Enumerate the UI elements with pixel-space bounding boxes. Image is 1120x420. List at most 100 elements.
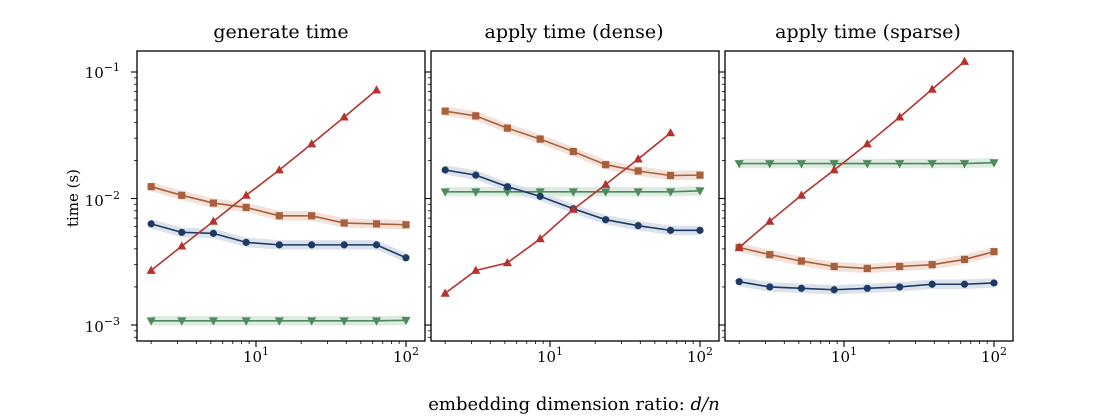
data-point-navy (602, 216, 610, 224)
data-point-navy (863, 284, 871, 292)
data-point-green (959, 160, 970, 169)
x-tick-label-p3-100: 102 (981, 345, 1007, 366)
data-point-red (208, 216, 219, 225)
data-point-navy (242, 238, 250, 246)
data-point-green (146, 317, 156, 326)
data-point-red (371, 85, 382, 94)
data-point-green (401, 316, 411, 326)
data-point-red (927, 84, 937, 93)
data-point-navy (209, 229, 218, 237)
data-point-brown (536, 135, 544, 143)
data-point-brown (634, 167, 642, 175)
data-point-brown (178, 191, 186, 199)
data-point-green (177, 317, 187, 326)
panel-apply-time-sparse (719, 50, 1014, 347)
data-point-red (665, 128, 676, 137)
data-point-brown (766, 251, 774, 259)
data-point-brown (896, 262, 904, 271)
data-point-brown (928, 261, 936, 269)
confidence-band-brown (445, 106, 700, 181)
data-point-green (829, 160, 839, 169)
data-point-navy (536, 192, 544, 200)
axes-frame (430, 50, 720, 342)
data-point-red (471, 265, 481, 274)
data-point-red (829, 165, 839, 174)
y-tick-label-1e-1: 10−1 (85, 61, 120, 82)
data-point-green (307, 317, 317, 326)
data-point-navy (634, 222, 642, 230)
axes-frame (724, 50, 1014, 342)
data-point-red (535, 234, 545, 243)
data-point-navy (441, 166, 449, 174)
panel-generate-time (131, 50, 426, 347)
data-point-navy (372, 241, 381, 249)
data-point-green (535, 188, 545, 197)
data-point-navy (735, 278, 743, 286)
data-point-green (371, 317, 382, 326)
data-point-red (177, 241, 187, 250)
data-point-red (959, 56, 970, 65)
data-point-green (734, 160, 744, 169)
data-point-green (601, 188, 611, 197)
data-point-red (307, 139, 317, 148)
data-point-navy (472, 171, 480, 179)
data-point-brown (308, 212, 316, 220)
data-point-green (440, 188, 450, 197)
data-point-green (241, 317, 251, 326)
data-point-green (765, 160, 775, 169)
data-point-red (274, 165, 284, 174)
data-point-red (796, 190, 807, 199)
data-point-green (208, 317, 219, 326)
confidence-band-brown (151, 181, 406, 230)
data-point-red (862, 139, 872, 148)
y-tick-label-1e-3: 10−3 (85, 315, 120, 336)
data-point-green (568, 188, 578, 197)
series-line-red (738, 60, 966, 249)
data-point-red (633, 154, 643, 163)
data-point-brown (503, 124, 512, 132)
series-line-red (150, 89, 378, 272)
data-point-brown (209, 199, 218, 207)
data-point-navy (896, 283, 904, 291)
data-point-green (502, 188, 513, 197)
y-tick-label-1e-2: 10−2 (85, 189, 120, 210)
data-point-navy (308, 241, 316, 249)
x-tick-label-p1-10: 101 (243, 345, 269, 366)
data-point-red (568, 204, 578, 213)
axes-frame (136, 50, 426, 342)
data-point-green (695, 187, 705, 196)
x-tick-label-p1-100: 102 (393, 345, 419, 366)
data-point-brown (666, 171, 675, 180)
data-point-brown (863, 264, 871, 273)
data-point-brown (275, 212, 283, 220)
data-point-navy (696, 226, 704, 234)
panel-title-generate: generate time (213, 21, 348, 43)
panel-apply-time-dense (425, 50, 720, 347)
data-point-navy (402, 254, 410, 262)
data-point-navy (766, 283, 774, 291)
data-point-navy (830, 286, 838, 294)
data-point-green (274, 317, 284, 326)
data-point-brown (797, 257, 806, 265)
data-point-navy (147, 220, 155, 228)
data-point-green (665, 188, 676, 197)
data-point-red (339, 112, 349, 121)
y-axis-label: time (s) (64, 169, 82, 227)
x-tick-label-p2-10: 101 (537, 345, 563, 366)
x-tick-label-p2-100: 102 (687, 345, 713, 366)
data-point-brown (340, 219, 348, 227)
data-point-brown (602, 161, 610, 169)
data-point-red (895, 112, 905, 121)
data-point-green (862, 160, 872, 169)
data-point-brown (960, 255, 969, 264)
data-point-red (502, 258, 513, 267)
data-point-red (146, 265, 156, 274)
data-point-green (796, 160, 807, 169)
data-point-green (895, 160, 905, 169)
data-point-brown (696, 171, 704, 179)
panel-title-dense: apply time (dense) (485, 21, 664, 43)
data-point-green (471, 188, 481, 197)
data-point-navy (178, 228, 186, 236)
data-point-red (734, 242, 744, 251)
data-point-brown (569, 147, 577, 156)
